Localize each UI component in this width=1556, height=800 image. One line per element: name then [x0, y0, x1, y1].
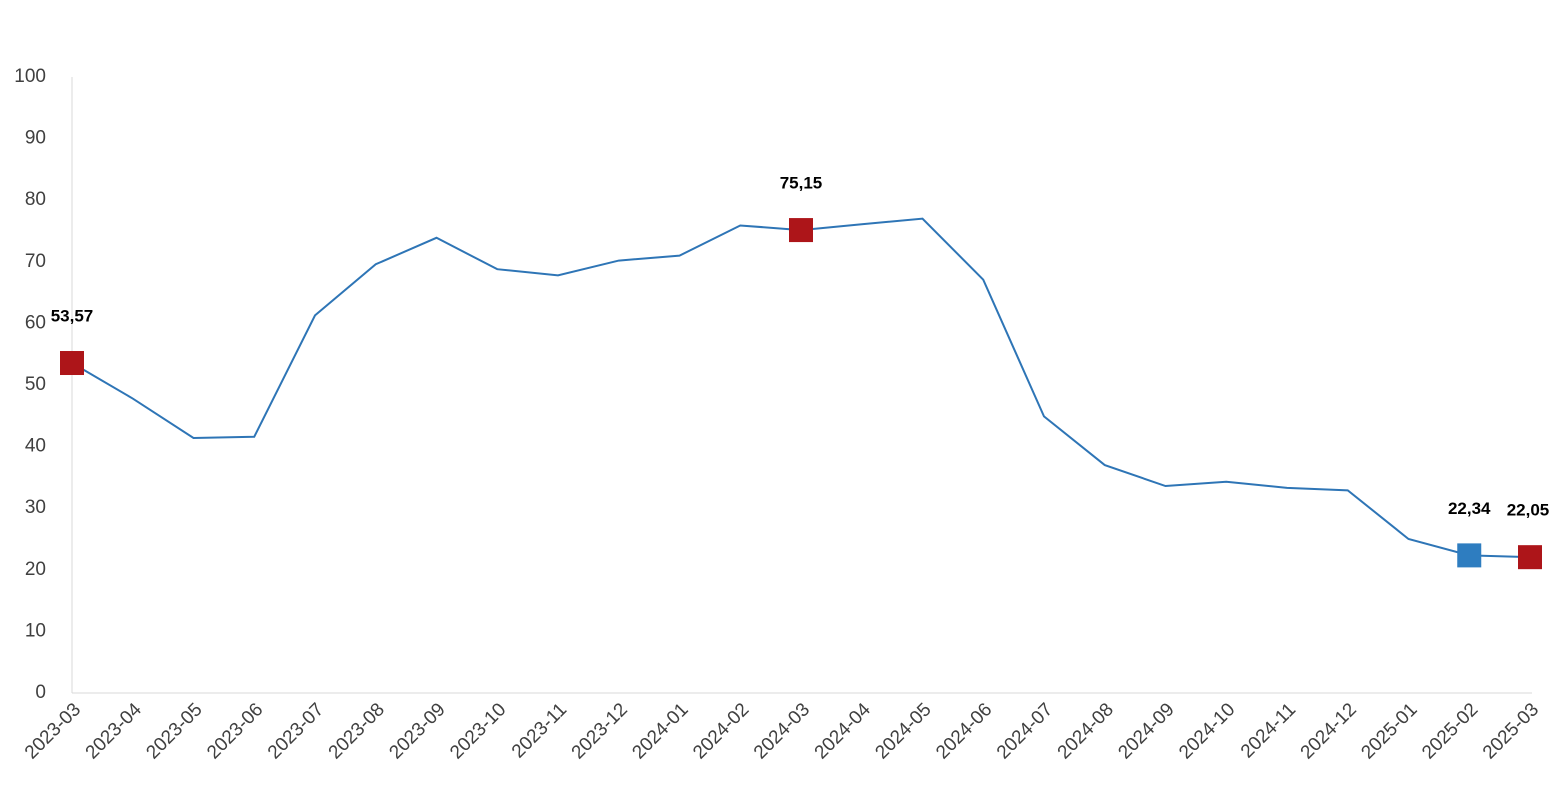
y-tick-label: 90 — [25, 128, 46, 149]
x-tick-label: 2023-09 — [385, 699, 449, 763]
data-label: 22,05 — [1507, 501, 1550, 520]
x-tick-label: 2023-08 — [325, 699, 389, 763]
x-tick-label: 2023-11 — [508, 699, 571, 762]
y-tick-label: 80 — [25, 189, 46, 210]
x-tick-label: 2024-12 — [1297, 699, 1361, 763]
data-label: 53,57 — [51, 306, 94, 325]
x-tick-label: 2023-07 — [264, 699, 328, 763]
y-tick-label: 60 — [25, 312, 46, 333]
y-tick-label: 20 — [25, 559, 46, 580]
marker — [1518, 545, 1542, 570]
x-tick-label: 2024-05 — [871, 699, 935, 763]
y-tick-label: 30 — [25, 497, 46, 518]
x-tick-label: 2025-01 — [1357, 699, 1421, 763]
x-tick-label: 2025-03 — [1479, 699, 1543, 763]
x-tick-label: 2024-06 — [932, 699, 996, 763]
x-tick-label: 2023-10 — [446, 699, 510, 763]
x-tick-label: 2024-10 — [1175, 699, 1239, 763]
y-tick-label: 0 — [35, 682, 46, 703]
x-tick-label: 2024-01 — [628, 699, 692, 763]
marker — [789, 218, 813, 243]
y-tick-label: 10 — [25, 620, 46, 641]
data-label: 75,15 — [780, 174, 823, 193]
x-tick-label: 2023-05 — [142, 699, 206, 763]
x-tick-label: 2023-04 — [82, 699, 146, 763]
y-tick-label: 40 — [25, 436, 46, 457]
x-tick-label: 2023-06 — [203, 699, 267, 763]
data-label: 22,34 — [1448, 499, 1491, 518]
x-tick-label: 2023-12 — [568, 699, 632, 763]
x-tick-label: 2024-03 — [750, 699, 814, 763]
marker — [1457, 543, 1482, 568]
x-tick-label: 2024-07 — [993, 699, 1057, 763]
marker — [60, 351, 84, 376]
y-tick-label: 100 — [14, 66, 46, 87]
x-tick-label: 2023-03 — [21, 699, 85, 763]
y-tick-label: 50 — [25, 374, 46, 395]
x-tick-label: 2025-02 — [1418, 699, 1482, 763]
x-tick-label: 2024-08 — [1054, 699, 1118, 763]
x-tick-label: 2024-04 — [811, 699, 875, 763]
x-tick-label: 2024-09 — [1114, 699, 1178, 763]
y-tick-label: 70 — [25, 251, 46, 272]
data-line — [71, 217, 1531, 559]
x-tick-label: 2024-11 — [1237, 699, 1300, 762]
x-tick-label: 2024-02 — [689, 699, 753, 763]
